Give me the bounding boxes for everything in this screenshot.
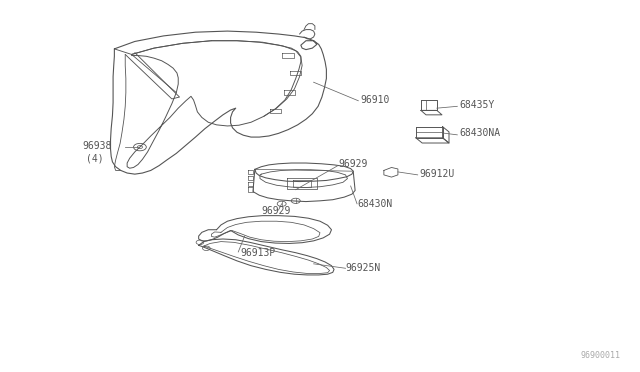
Text: (4): (4) (86, 153, 103, 163)
Text: 96900011: 96900011 (580, 351, 620, 360)
Text: 68430N: 68430N (357, 199, 392, 209)
Text: 68430NA: 68430NA (460, 128, 500, 138)
Text: 96929: 96929 (338, 159, 367, 169)
Text: 96912U: 96912U (419, 169, 454, 179)
Text: 96938: 96938 (83, 141, 112, 151)
Text: 96929: 96929 (261, 206, 291, 216)
Text: 96925N: 96925N (346, 263, 381, 273)
Text: 68435Y: 68435Y (460, 100, 495, 110)
Text: 96913P: 96913P (240, 248, 275, 258)
Text: 96910: 96910 (360, 95, 390, 105)
